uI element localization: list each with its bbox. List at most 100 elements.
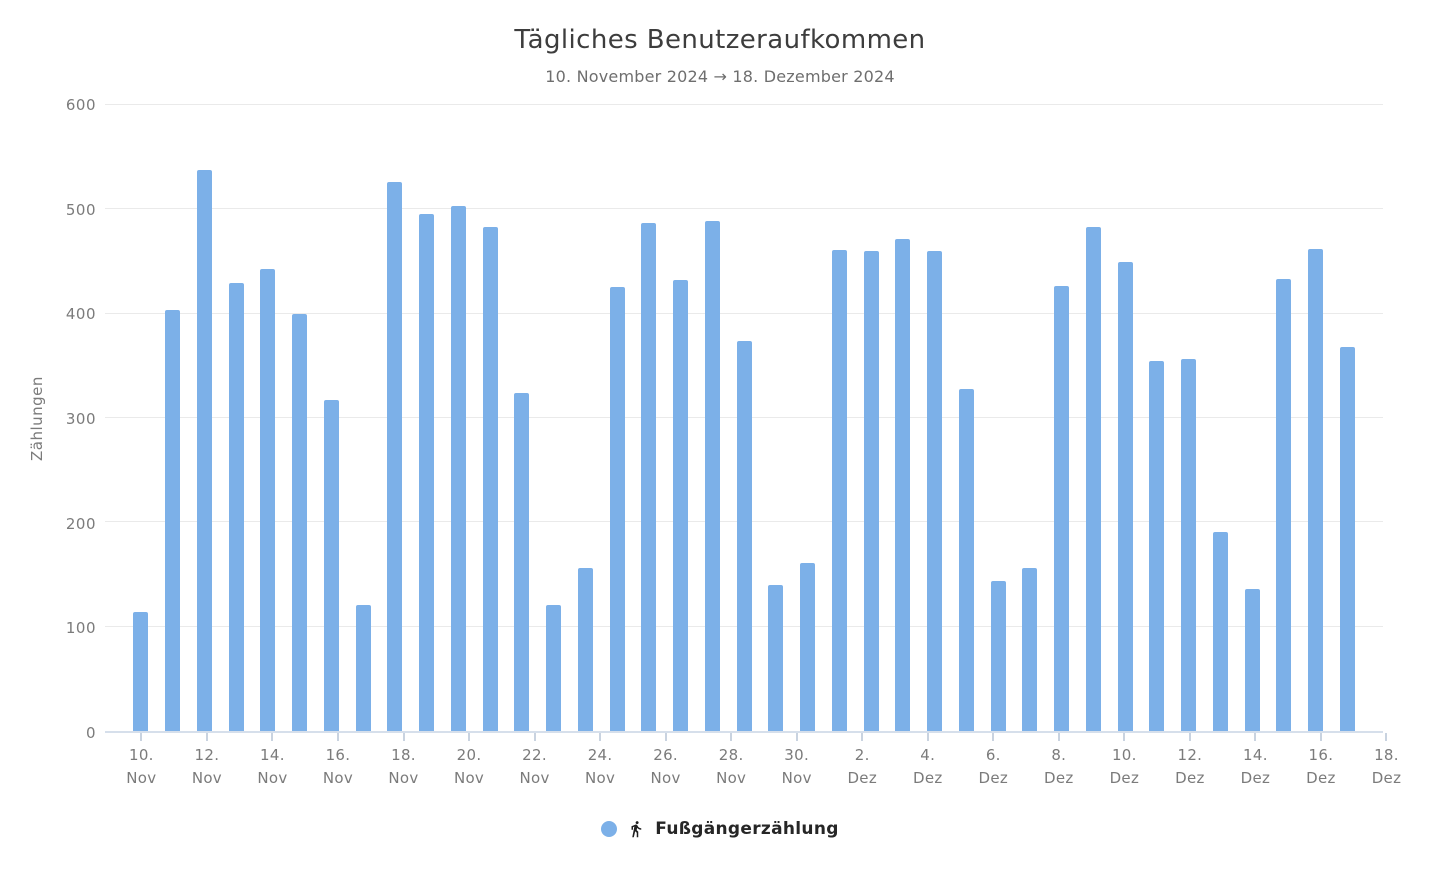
bar-11-dez[interactable]	[1117, 261, 1133, 731]
x-tick-mark	[140, 733, 143, 741]
x-slot	[1206, 733, 1239, 790]
bar-slot	[1332, 105, 1364, 731]
bar-19-nov[interactable]	[419, 213, 435, 731]
x-tick-label: 2. Dez	[847, 746, 877, 787]
x-slot: 6. Dez	[977, 733, 1010, 790]
bar-slot	[728, 105, 760, 731]
bar-10-nov[interactable]	[133, 612, 149, 731]
x-slot	[1337, 733, 1370, 790]
x-slot	[1141, 733, 1174, 790]
x-tick-mark	[336, 733, 339, 741]
legend-marker-dot	[601, 821, 618, 837]
y-tick-label: 0	[85, 724, 96, 742]
bar-27-nov[interactable]	[673, 280, 689, 731]
x-slot: 16. Dez	[1305, 733, 1338, 790]
y-tick-label: 600	[65, 96, 96, 114]
bar-18-nov[interactable]	[387, 182, 403, 731]
x-slot: 16. Nov	[322, 733, 355, 790]
x-tick-label: 4. Dez	[912, 746, 943, 787]
bar-12-nov[interactable]	[196, 169, 212, 731]
x-tick-mark	[664, 733, 667, 741]
gridline	[105, 208, 1383, 210]
x-tick-mark	[1123, 733, 1126, 741]
bar-29-nov[interactable]	[736, 340, 752, 731]
bar-5-dez[interactable]	[927, 251, 943, 731]
bar-30-nov[interactable]	[768, 584, 784, 731]
bar-13-nov[interactable]	[228, 283, 244, 731]
legend-item[interactable]: Fußgängerzählung	[0, 813, 1440, 845]
bar-9-dez[interactable]	[1054, 285, 1070, 731]
bar-slot	[220, 105, 252, 731]
x-slot	[485, 733, 518, 790]
bar-slot	[1173, 105, 1205, 731]
x-tick-label: 28. Nov	[716, 746, 747, 787]
bar-11-nov[interactable]	[165, 309, 181, 731]
x-tick-mark	[1319, 733, 1322, 741]
x-slot	[1272, 733, 1305, 790]
bar-slot	[570, 105, 602, 731]
bar-8-dez[interactable]	[1022, 568, 1038, 731]
x-tick-label: 30. Nov	[781, 746, 812, 787]
bar-6-dez[interactable]	[958, 388, 974, 731]
bar-10-dez[interactable]	[1085, 227, 1101, 731]
x-slot: 24. Nov	[584, 733, 617, 790]
x-slot: 14. Dez	[1239, 733, 1272, 790]
x-tick-mark	[926, 733, 929, 741]
x-slot: 22. Nov	[518, 733, 551, 790]
bar-18-dez[interactable]	[1339, 347, 1355, 731]
bar-slot	[538, 105, 570, 731]
x-tick-mark	[1057, 733, 1060, 741]
bar-21-nov[interactable]	[482, 227, 498, 731]
x-axis-tick-labels: 10. Nov 12. Nov 14. Nov 16. Nov 18. Nov 20. Nov 22. N…	[105, 733, 1423, 790]
bar-slot	[1300, 105, 1332, 731]
y-tick-label: 200	[65, 514, 96, 533]
x-slot: 4. Dez	[911, 733, 944, 790]
bar-slot	[855, 105, 887, 731]
gridline	[105, 312, 1383, 314]
bar-24-nov[interactable]	[577, 568, 593, 731]
bar-17-nov[interactable]	[355, 604, 371, 731]
x-slot	[944, 733, 977, 790]
x-slot	[682, 733, 715, 790]
bar-slot	[760, 105, 792, 731]
bar-14-nov[interactable]	[260, 268, 276, 731]
bar-4-dez[interactable]	[895, 238, 911, 731]
pedestrian-icon	[631, 821, 642, 838]
bar-slot	[792, 105, 824, 731]
x-tick-label: 12. Nov	[191, 746, 222, 787]
bar-slot	[633, 105, 665, 731]
chart-title: Tägliches Benutzeraufkommen	[514, 25, 926, 55]
bar-1-dez[interactable]	[800, 563, 816, 731]
x-tick-mark	[271, 733, 274, 741]
bar-2-dez[interactable]	[831, 250, 847, 731]
x-slot	[1010, 733, 1043, 790]
bar-slot	[506, 105, 538, 731]
bar-22-nov[interactable]	[514, 392, 530, 731]
bar-12-dez[interactable]	[1149, 360, 1165, 731]
bar-14-dez[interactable]	[1212, 531, 1228, 731]
bar-25-nov[interactable]	[609, 286, 625, 731]
bar-28-nov[interactable]	[704, 220, 720, 731]
bar-slot	[982, 105, 1014, 731]
y-axis-tick-labels: 0 100 200 300 400 500 600	[0, 96, 96, 742]
bar-26-nov[interactable]	[641, 222, 657, 731]
bar-3-dez[interactable]	[863, 251, 879, 731]
bar-15-dez[interactable]	[1244, 589, 1260, 731]
bar-7-dez[interactable]	[990, 580, 1006, 731]
bar-slot	[1236, 105, 1268, 731]
bar-16-dez[interactable]	[1276, 279, 1292, 731]
bar-17-dez[interactable]	[1308, 248, 1324, 731]
bar-23-nov[interactable]	[546, 604, 562, 731]
bar-13-dez[interactable]	[1181, 358, 1197, 731]
x-slot: 20. Nov	[453, 733, 486, 790]
x-slot: 2. Dez	[846, 733, 879, 790]
bar-20-nov[interactable]	[450, 206, 466, 731]
plot-area	[105, 104, 1383, 733]
x-slot	[551, 733, 584, 790]
x-slot: 10. Dez	[1108, 733, 1141, 790]
bar-15-nov[interactable]	[292, 313, 308, 731]
x-tick-mark	[795, 733, 798, 741]
bar-16-nov[interactable]	[323, 400, 339, 731]
bar-slot	[665, 105, 697, 731]
x-tick-mark	[599, 733, 602, 741]
